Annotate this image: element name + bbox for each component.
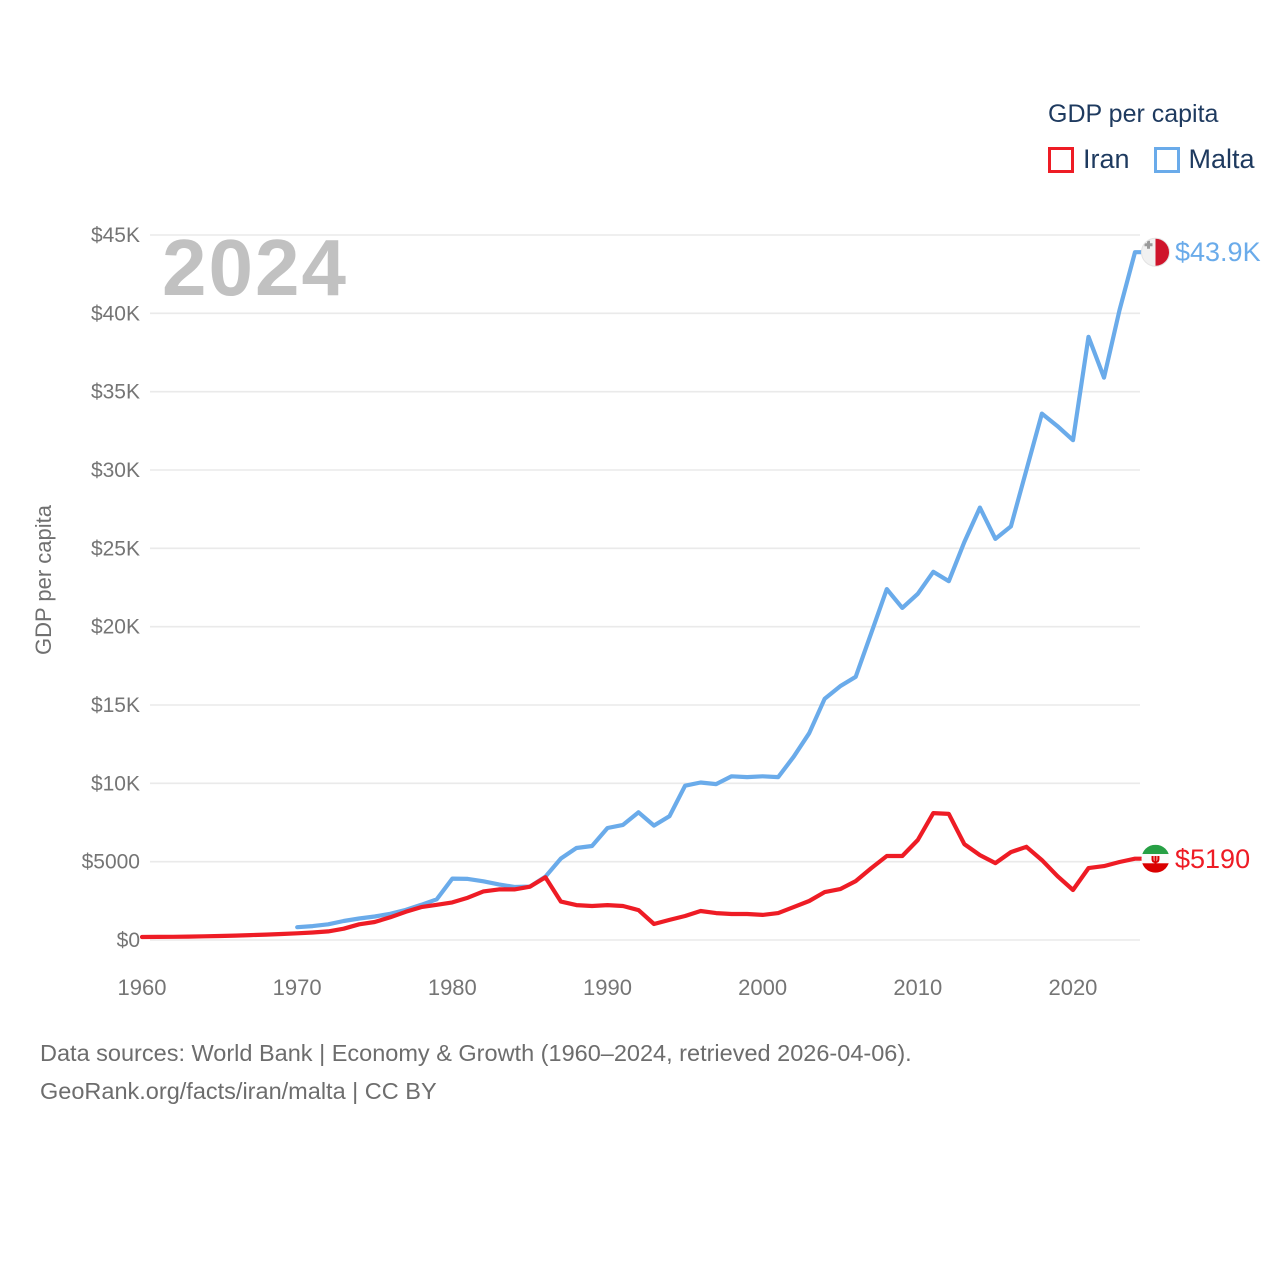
legend-item-malta[interactable]: Malta <box>1153 144 1255 175</box>
y-tick-$25K: $25K <box>91 537 140 560</box>
iran-end-value-label: $5190 <box>1175 844 1251 874</box>
footer-attribution: GeoRank.org/facts/iran/malta | CC BY <box>40 1078 437 1104</box>
y-tick-$20K: $20K <box>91 616 140 639</box>
x-tick-1990: 1990 <box>583 975 632 1000</box>
x-tick-1980: 1980 <box>428 975 477 1000</box>
x-tick-1960: 1960 <box>118 975 167 1000</box>
year-watermark: 2024 <box>162 223 348 312</box>
x-tick-2000: 2000 <box>738 975 787 1000</box>
y-axis-title: GDP per capita <box>31 504 56 656</box>
source-footer: Data sources: World Bank | Economy & Gro… <box>40 1034 912 1110</box>
malta-series-swatch-icon <box>1153 146 1180 173</box>
y-tick-$0: $0 <box>117 929 140 952</box>
y-tick-$30K: $30K <box>91 459 140 482</box>
y-tick-$35K: $35K <box>91 381 140 404</box>
y-tick-$45K: $45K <box>91 224 140 247</box>
y-tick-$40K: $40K <box>91 302 140 325</box>
legend-title: GDP per capita <box>1048 100 1219 128</box>
chart-legend: GDP per capita Iran Malta <box>1048 100 1255 175</box>
iran-flag-icon: ψ <box>1141 844 1170 873</box>
legend-items: Iran Malta <box>1048 144 1255 175</box>
malta-end-value-label: $43.9K <box>1175 237 1261 267</box>
iran-line <box>139 810 1144 940</box>
y-tick-$15K: $15K <box>91 694 140 717</box>
x-tick-1970: 1970 <box>273 975 322 1000</box>
legend-item-iran[interactable]: Iran <box>1048 144 1130 175</box>
malta-line <box>295 250 1144 930</box>
x-tick-2010: 2010 <box>893 975 942 1000</box>
legend-label-malta: Malta <box>1188 144 1255 174</box>
legend-label-iran: Iran <box>1083 144 1130 174</box>
svg-text:ψ: ψ <box>1151 852 1161 866</box>
iran-series-swatch-icon <box>1048 146 1074 173</box>
x-tick-2020: 2020 <box>1048 975 1097 1000</box>
malta-flag-icon <box>1141 238 1170 267</box>
footer-data-sources: Data sources: World Bank | Economy & Gro… <box>40 1040 912 1066</box>
y-tick-$10K: $10K <box>91 772 140 795</box>
y-tick-$5000: $5000 <box>82 851 140 874</box>
